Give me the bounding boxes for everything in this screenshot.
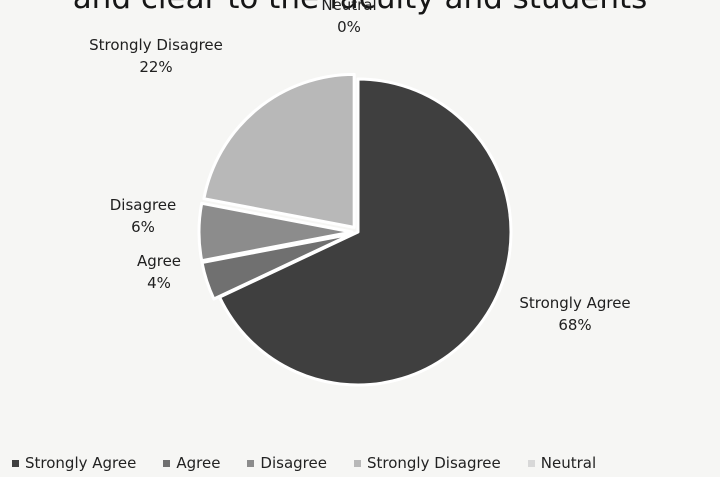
- pie-slice-disagree: [197, 201, 354, 263]
- data-label-agree: Agree 4%: [137, 250, 181, 294]
- legend-label: Agree: [176, 454, 221, 472]
- legend-swatch: [353, 459, 361, 467]
- pie-slice-strongly-disagree: [202, 72, 356, 229]
- legend-swatch: [163, 459, 171, 467]
- legend-label: Strongly Disagree: [366, 454, 501, 472]
- legend: Strongly Agree Agree Disagree Strongly Disa…: [12, 452, 596, 474]
- legend-swatch: [247, 459, 255, 467]
- legend-swatch: [12, 459, 19, 467]
- legend-item-neutral: Neutral: [527, 454, 597, 472]
- legend-item-strongly-agree: Strongly Agree: [12, 454, 136, 472]
- legend-item-disagree: Disagree: [247, 454, 327, 472]
- pie-slice-strongly-agree: [218, 77, 513, 387]
- data-label-strongly-agree: Strongly Agree 68%: [519, 292, 630, 336]
- data-label-strongly-disagree: Strongly Disagree 22%: [89, 34, 223, 78]
- data-label-category: Strongly Agree: [519, 294, 631, 312]
- legend-label: Disagree: [260, 454, 327, 472]
- data-label-value: 68%: [558, 316, 592, 334]
- legend-label: Neutral: [540, 454, 597, 472]
- data-label-neutral: Neutral 0%: [321, 0, 376, 38]
- data-label-category: Neutral: [321, 0, 377, 14]
- data-label-value: 4%: [147, 274, 171, 292]
- data-label-value: 22%: [139, 58, 173, 76]
- chart-title: and clear to the faculty and students: [0, 0, 720, 16]
- data-label-value: 6%: [131, 218, 155, 236]
- data-label-category: Disagree: [109, 196, 177, 214]
- legend-item-strongly-disagree: Strongly Disagree: [353, 454, 501, 472]
- legend-item-agree: Agree: [163, 454, 220, 472]
- pie-slice-agree: [200, 232, 354, 301]
- pie-slices: [197, 72, 513, 387]
- legend-label: Strongly Agree: [25, 454, 137, 472]
- data-label-category: Strongly Disagree: [89, 36, 223, 54]
- data-label-category: Agree: [136, 252, 182, 270]
- data-label-value: 0%: [337, 18, 361, 36]
- legend-swatch: [527, 459, 535, 467]
- data-label-disagree: Disagree 6%: [110, 194, 177, 238]
